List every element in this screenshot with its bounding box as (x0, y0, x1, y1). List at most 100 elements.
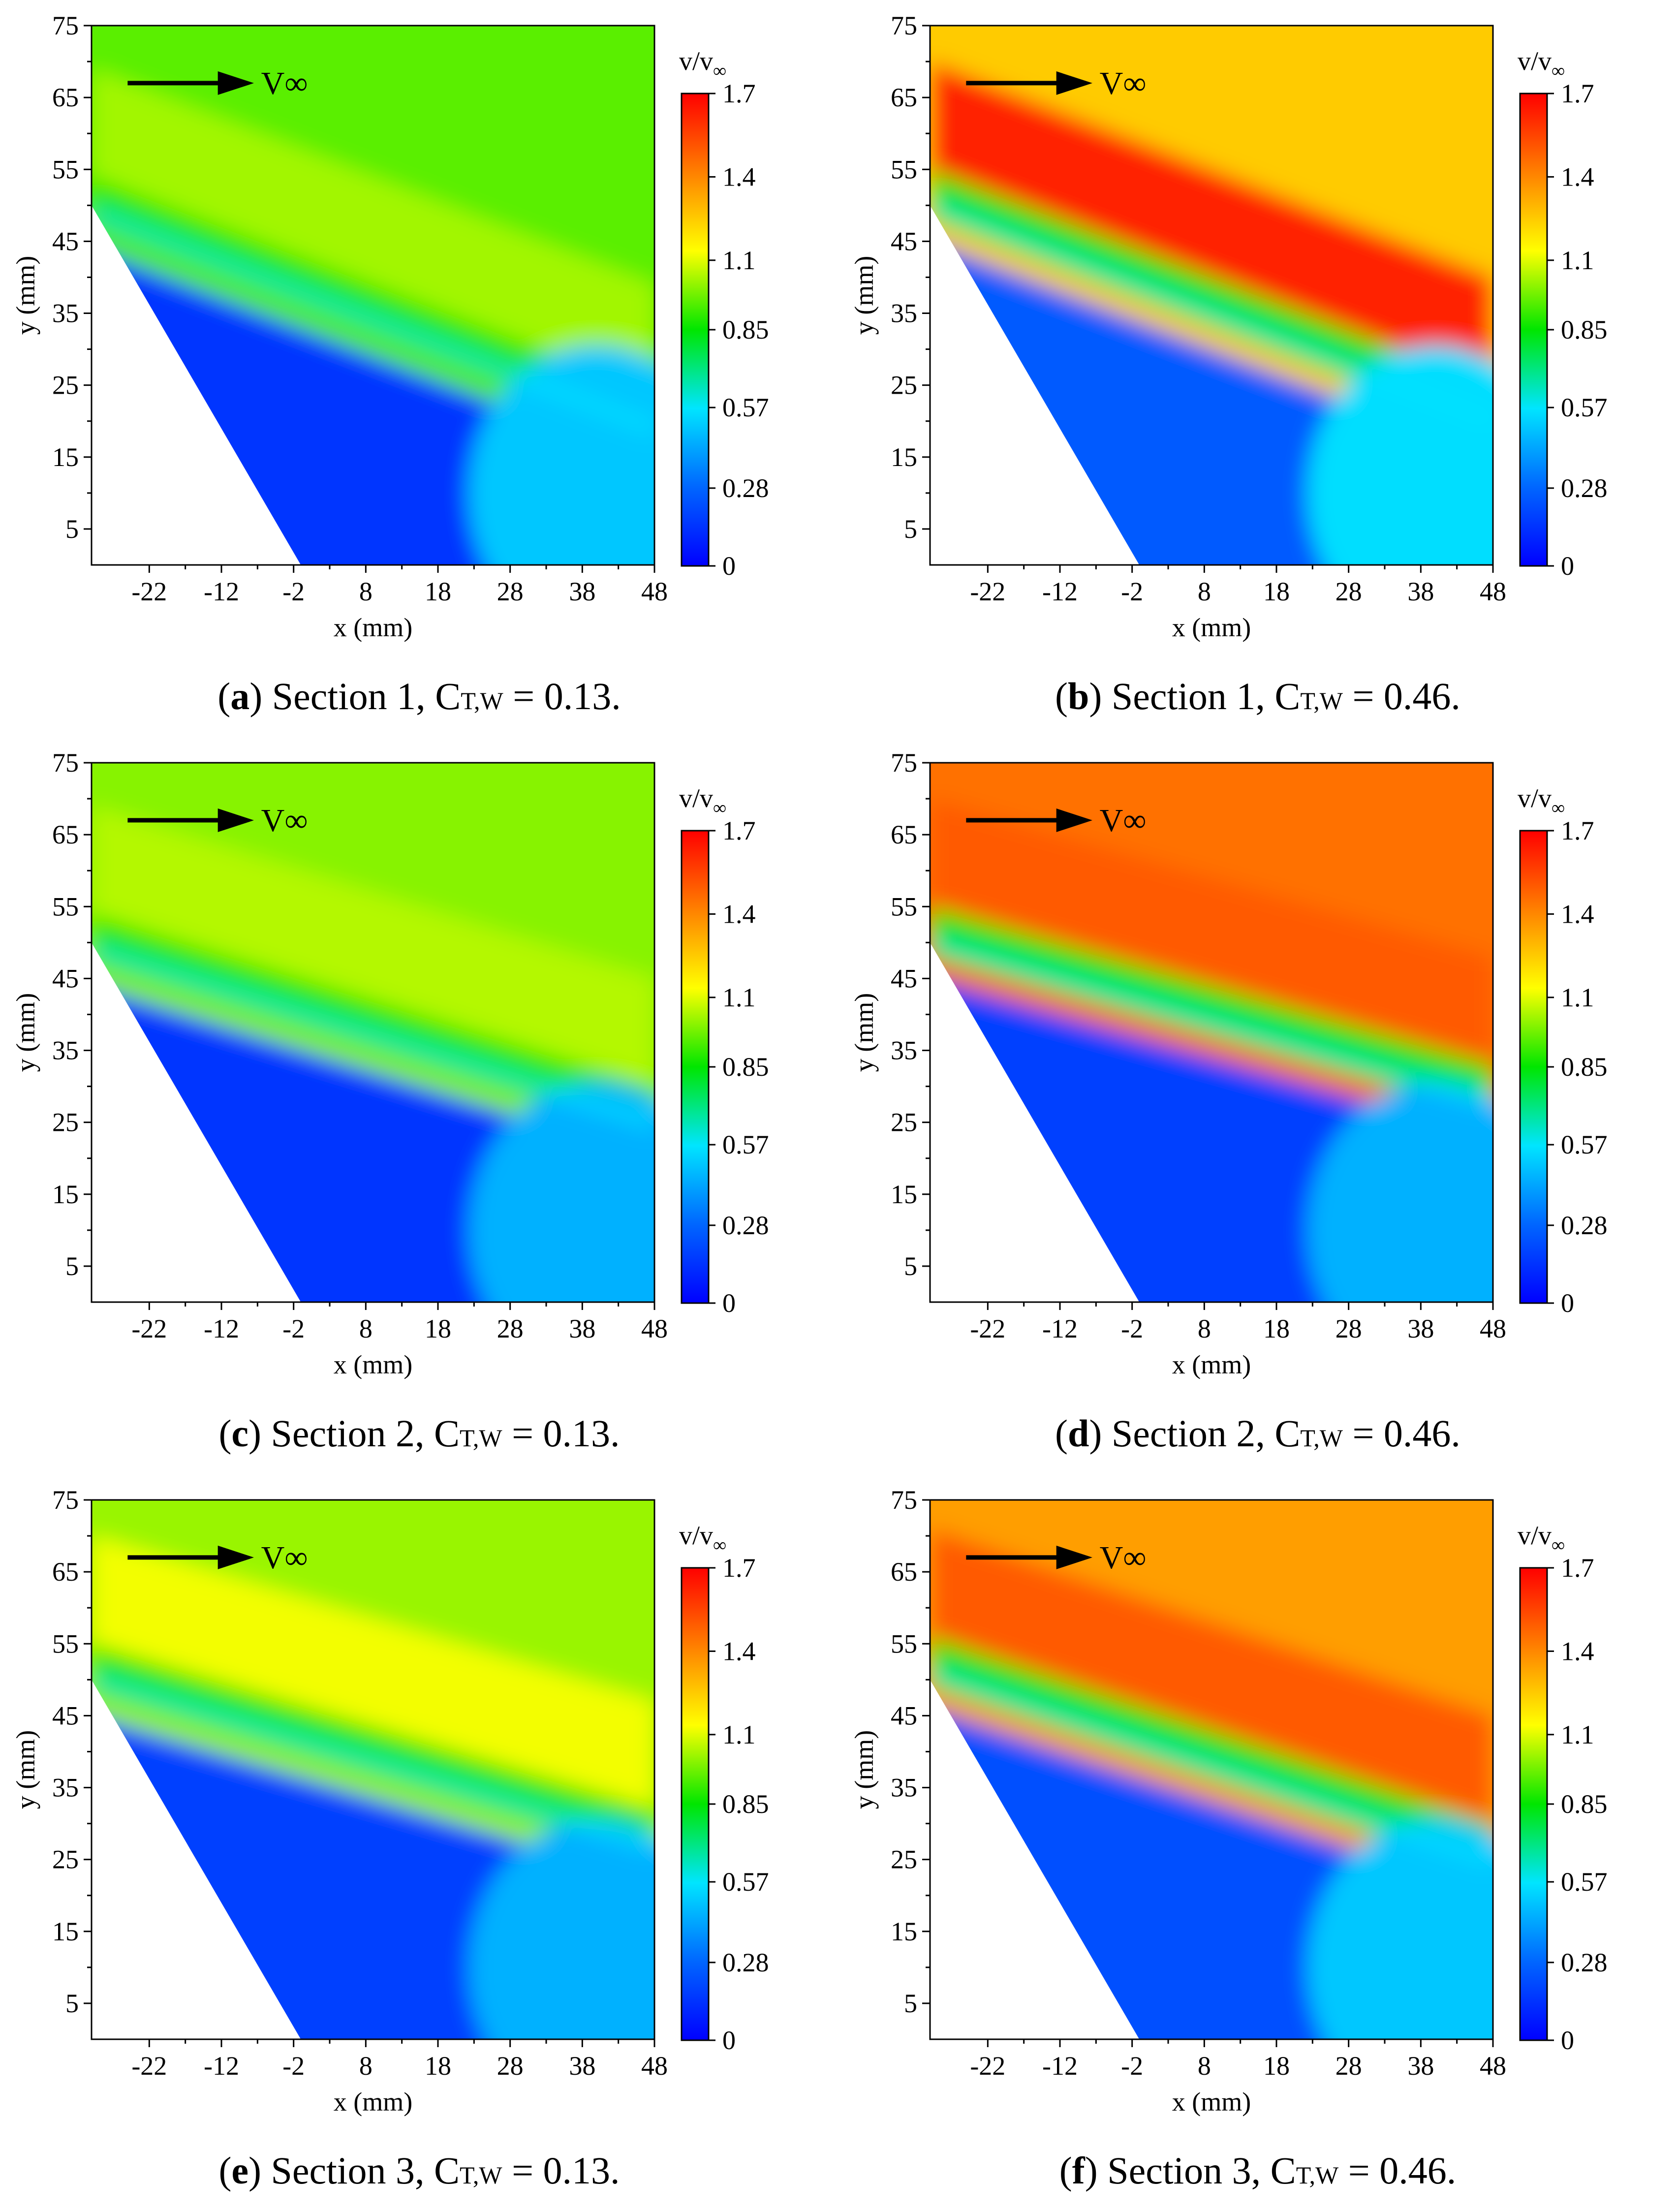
interface-edge (92, 205, 654, 436)
colorbar (1519, 830, 1548, 1304)
y-tick-label: 5 (904, 514, 917, 544)
colorbar-title: v/v∞ (1518, 1521, 1565, 1556)
colorbar-tick-label: 0.28 (1561, 1211, 1608, 1240)
y-tick-label: 75 (52, 1485, 79, 1515)
y-tick-label: 15 (52, 1917, 79, 1946)
caption-value: = 0.46. (1352, 1412, 1460, 1455)
x-tick-label: 28 (1335, 2051, 1362, 2081)
colorbar-tick-label: 1.7 (722, 816, 756, 845)
x-tick-label: -12 (204, 1314, 239, 1343)
x-tick-label: -2 (1121, 1314, 1143, 1343)
x-axis-title: x (mm) (1172, 2087, 1251, 2117)
colorbar (1519, 1567, 1548, 2041)
velocity-field (92, 763, 654, 1302)
x-tick-label: -12 (204, 2051, 239, 2081)
panel-caption: (d) Section 2, CT,W = 0.46. (1055, 1412, 1460, 1455)
colorbar-title-sub: ∞ (1552, 1535, 1565, 1556)
y-tick-label: 55 (52, 155, 79, 184)
y-tick-label: 35 (52, 1036, 79, 1065)
caption-section: Section 1, (272, 675, 426, 717)
caption-letter: b (1068, 675, 1089, 717)
interface-edge (92, 1672, 654, 1852)
caption-section: Section 3, (271, 2149, 425, 2192)
colorbar-tick-label: 0.28 (722, 473, 769, 503)
colorbar-tick-label: 1.7 (722, 1553, 756, 1583)
figure-panel-d: -22 -12 -2 8 18 28 38 48 x (mm) 5 15 25 35 45 55 65 75 y … (838, 737, 1677, 1474)
colorbar-tick-label: 1.4 (1561, 162, 1594, 191)
caption-coefficient: C (434, 1412, 460, 1455)
y-tick-label: 45 (891, 1701, 917, 1730)
x-tick-label: -22 (970, 2051, 1005, 2081)
x-tick-label: 8 (359, 577, 373, 606)
caption-coefficient: C (1274, 675, 1301, 717)
caption-subscript: T,W (461, 687, 503, 715)
x-tick-label: -22 (970, 1314, 1005, 1343)
colorbar-tick-label: 0.57 (722, 393, 769, 422)
x-tick-label: 28 (497, 577, 524, 606)
y-tick-label: 45 (52, 964, 79, 993)
caption-value: = 0.13. (512, 2149, 620, 2192)
y-tick-label: 35 (891, 1773, 917, 1803)
caption-subscript: T,W (460, 1424, 502, 1452)
y-tick-label: 25 (52, 371, 79, 400)
y-tick-label: 65 (891, 820, 917, 849)
colorbar-tick-label: 1.4 (722, 1636, 756, 1666)
colorbar-title-main: v/v (679, 1521, 713, 1550)
y-tick-label: 35 (891, 299, 917, 328)
caption-subscript: T,W (1300, 687, 1343, 715)
y-axis-title: y (mm) (11, 256, 40, 335)
x-tick-label: -2 (282, 577, 305, 606)
colorbar-tick-label: 1.1 (722, 246, 756, 275)
colorbar-tick-label: 0 (722, 2025, 736, 2055)
colorbar-tick-label: 1.1 (1561, 1720, 1594, 1749)
high-speed-band (930, 62, 1493, 393)
velocity-field (930, 26, 1493, 565)
y-axis-title: y (mm) (11, 993, 40, 1072)
y-tick-label: 35 (891, 1036, 917, 1065)
colorbar-tick-label: 1.1 (722, 983, 756, 1012)
colorbar-title-main: v/v (679, 46, 713, 76)
x-tick-label: 38 (1407, 1314, 1434, 1343)
velocity-field-layers (92, 763, 654, 1302)
y-tick-label: 75 (52, 11, 79, 40)
caption-section: Section 2, (271, 1412, 425, 1455)
y-tick-label: 65 (891, 83, 917, 112)
y-axis-title: y (mm) (11, 1730, 40, 1809)
recovery-region (468, 1082, 654, 1302)
flow-arrow-head (1056, 71, 1092, 95)
colorbar-title-sub: ∞ (713, 1535, 726, 1556)
colorbar-tick-label: 0.57 (722, 1130, 769, 1159)
x-tick-label: -12 (1042, 2051, 1078, 2081)
colorbar-title: v/v∞ (679, 783, 726, 818)
colorbar-tick-label: 0 (1561, 1288, 1574, 1318)
plot-frame (929, 762, 1494, 1303)
x-axis-title: x (mm) (1172, 1350, 1251, 1379)
caption-letter: f (1072, 2149, 1085, 2192)
x-tick-label: -12 (1042, 1314, 1078, 1343)
caption-section: Section 1, (1111, 675, 1265, 717)
x-tick-label: -22 (131, 1314, 167, 1343)
recovery-region (468, 345, 654, 565)
y-tick-label: 35 (52, 1773, 79, 1803)
plot-frame (91, 1499, 655, 2040)
panel-caption: (c) Section 2, CT,W = 0.13. (218, 1412, 620, 1455)
x-tick-label: 8 (359, 2051, 373, 2081)
x-tick-label: 48 (1480, 1314, 1506, 1343)
colorbar-tick-label: 0.57 (1561, 1130, 1608, 1159)
y-tick-label: 25 (891, 1845, 917, 1874)
y-axis-title: y (mm) (849, 993, 879, 1072)
x-tick-label: -2 (1121, 577, 1143, 606)
flow-annotation-label: V∞ (261, 65, 308, 101)
x-tick-label: 18 (1263, 2051, 1290, 2081)
colorbar (1519, 93, 1548, 567)
colorbar-title-main: v/v (1518, 1521, 1552, 1550)
recovery-region (1307, 1819, 1493, 2039)
x-tick-label: 48 (641, 1314, 668, 1343)
y-tick-label: 5 (65, 1251, 79, 1281)
colorbar (681, 93, 710, 567)
colorbar-title-sub: ∞ (713, 798, 726, 818)
colorbar-tick-label: 0.28 (722, 1948, 769, 1977)
y-tick-label: 25 (891, 1108, 917, 1137)
colorbar-tick-label: 1.7 (1561, 1553, 1594, 1583)
figure-panel-a: -22 -12 -2 8 18 28 38 48 x (mm) 5 15 25 35 45 55 65 75 y … (0, 0, 838, 737)
